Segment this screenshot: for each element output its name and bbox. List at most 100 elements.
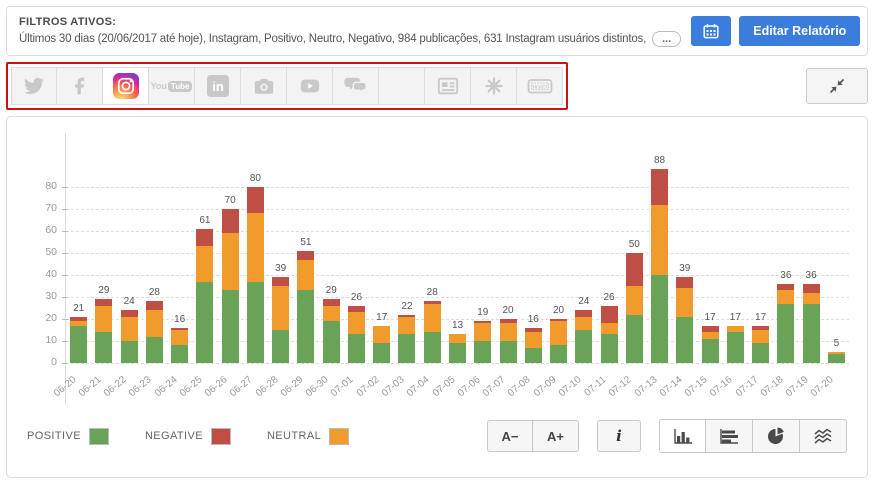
source-photos[interactable] xyxy=(241,67,287,105)
bar-segment-negative-07-10[interactable] xyxy=(575,310,593,317)
bar-segment-positive-06-25[interactable] xyxy=(196,281,214,363)
bar-segment-negative-07-07[interactable] xyxy=(499,319,517,324)
bar-segment-negative-06-24[interactable] xyxy=(171,327,189,330)
source-facebook[interactable] xyxy=(57,67,103,105)
bar-segment-negative-06-27[interactable] xyxy=(246,187,264,214)
bar-segment-neutral-06-25[interactable] xyxy=(196,246,214,282)
bar-segment-neutral-07-17[interactable] xyxy=(752,330,770,344)
bar-segment-positive-07-15[interactable] xyxy=(701,338,719,363)
bar-segment-neutral-06-26[interactable] xyxy=(221,233,239,291)
source-tickets[interactable]: TICKET xyxy=(517,67,563,105)
bar-segment-negative-07-15[interactable] xyxy=(701,325,719,333)
chart-type-bar-button[interactable] xyxy=(706,419,753,453)
bar-segment-neutral-07-15[interactable] xyxy=(701,332,719,339)
bar-segment-negative-07-01[interactable] xyxy=(347,305,365,313)
bar-segment-positive-06-22[interactable] xyxy=(120,341,138,363)
bar-segment-negative-06-21[interactable] xyxy=(95,299,113,306)
source-quotes[interactable]: “ xyxy=(379,67,425,105)
bar-segment-neutral-07-05[interactable] xyxy=(449,334,466,344)
bar-segment-positive-07-06[interactable] xyxy=(474,341,492,363)
source-comments[interactable] xyxy=(333,67,379,105)
bar-segment-negative-07-12[interactable] xyxy=(625,253,643,286)
legend-item-negative[interactable]: NEGATIVE xyxy=(145,427,231,445)
bar-segment-negative-06-28[interactable] xyxy=(272,277,290,286)
bar-segment-neutral-07-03[interactable] xyxy=(398,316,416,335)
source-instagram[interactable] xyxy=(103,67,149,105)
bar-segment-positive-06-21[interactable] xyxy=(95,332,113,363)
bar-segment-neutral-07-09[interactable] xyxy=(550,321,568,346)
bar-segment-neutral-07-13[interactable] xyxy=(651,204,669,275)
font-increase-button[interactable]: A+ xyxy=(533,420,579,452)
bar-segment-neutral-06-20[interactable] xyxy=(70,321,88,326)
bar-segment-negative-07-08[interactable] xyxy=(524,327,542,333)
calendar-button[interactable] xyxy=(691,16,732,46)
bar-segment-negative-06-30[interactable] xyxy=(322,299,340,306)
bar-segment-negative-07-19[interactable] xyxy=(802,283,820,293)
collapse-button[interactable] xyxy=(806,68,868,104)
legend-item-positive[interactable]: POSITIVE xyxy=(27,427,109,445)
bar-segment-negative-07-06[interactable] xyxy=(474,321,492,324)
bar-segment-neutral-07-01[interactable] xyxy=(347,312,365,335)
bar-segment-neutral-07-18[interactable] xyxy=(777,290,795,304)
bar-segment-positive-07-13[interactable] xyxy=(651,275,669,363)
source-news[interactable] xyxy=(425,67,471,105)
source-linkedin[interactable]: in xyxy=(195,67,241,105)
bar-segment-positive-06-23[interactable] xyxy=(145,336,163,363)
source-twitter[interactable] xyxy=(11,67,57,105)
bar-segment-positive-07-18[interactable] xyxy=(777,303,795,363)
bar-segment-neutral-07-12[interactable] xyxy=(625,286,643,315)
bar-segment-positive-07-09[interactable] xyxy=(550,345,568,363)
chart-type-column-button[interactable] xyxy=(659,419,706,453)
bar-segment-positive-07-01[interactable] xyxy=(347,334,365,363)
bar-segment-neutral-07-14[interactable] xyxy=(676,288,694,317)
bar-segment-positive-07-08[interactable] xyxy=(524,347,542,363)
bar-segment-negative-07-04[interactable] xyxy=(423,301,441,304)
bar-segment-positive-07-04[interactable] xyxy=(423,332,441,363)
bar-segment-neutral-07-04[interactable] xyxy=(423,303,441,333)
source-mentions[interactable] xyxy=(471,67,517,105)
bar-segment-neutral-07-11[interactable] xyxy=(600,323,618,335)
bar-segment-neutral-07-16[interactable] xyxy=(726,325,744,333)
edit-report-button[interactable]: Editar Relatório xyxy=(739,16,861,46)
bar-segment-positive-06-20[interactable] xyxy=(70,325,88,363)
bar-segment-neutral-06-29[interactable] xyxy=(297,259,315,291)
bar-segment-positive-07-07[interactable] xyxy=(499,341,517,363)
bar-segment-neutral-07-10[interactable] xyxy=(575,316,593,330)
bar-segment-positive-07-11[interactable] xyxy=(600,334,618,363)
bar-segment-positive-07-02[interactable] xyxy=(373,343,391,363)
bar-segment-negative-07-14[interactable] xyxy=(676,277,694,289)
bar-segment-negative-07-09[interactable] xyxy=(550,319,568,322)
bar-segment-neutral-07-08[interactable] xyxy=(524,332,542,348)
source-videos[interactable] xyxy=(287,67,333,105)
bar-segment-positive-07-03[interactable] xyxy=(398,334,416,363)
bar-segment-neutral-07-20[interactable] xyxy=(827,352,845,355)
font-decrease-button[interactable]: A− xyxy=(487,420,533,452)
bar-segment-neutral-06-28[interactable] xyxy=(272,286,290,330)
bar-segment-positive-07-10[interactable] xyxy=(575,330,593,363)
bar-segment-negative-07-13[interactable] xyxy=(651,169,669,205)
bar-segment-neutral-07-06[interactable] xyxy=(474,323,492,341)
bar-segment-negative-07-18[interactable] xyxy=(777,283,795,291)
bar-segment-positive-06-29[interactable] xyxy=(297,290,315,363)
bar-segment-positive-06-24[interactable] xyxy=(171,345,189,363)
bar-segment-negative-06-29[interactable] xyxy=(297,250,315,260)
bar-segment-positive-07-14[interactable] xyxy=(676,316,694,363)
bar-segment-neutral-06-22[interactable] xyxy=(120,316,138,341)
bar-segment-positive-06-30[interactable] xyxy=(322,321,340,363)
bar-segment-neutral-07-19[interactable] xyxy=(802,292,820,304)
bar-segment-positive-06-26[interactable] xyxy=(221,290,239,363)
bar-segment-negative-06-20[interactable] xyxy=(70,316,88,322)
bar-segment-negative-06-22[interactable] xyxy=(120,310,138,317)
bar-segment-negative-07-11[interactable] xyxy=(600,305,618,324)
bar-segment-neutral-07-07[interactable] xyxy=(499,323,517,341)
bar-segment-positive-07-19[interactable] xyxy=(802,303,820,363)
source-youtube[interactable]: You Tube xyxy=(149,67,195,105)
info-button[interactable]: i xyxy=(597,420,641,452)
bar-segment-positive-07-17[interactable] xyxy=(752,343,770,363)
bar-segment-negative-06-26[interactable] xyxy=(221,209,239,234)
legend-item-neutral[interactable]: NEUTRAL xyxy=(267,427,350,445)
bar-segment-positive-07-12[interactable] xyxy=(625,314,643,363)
bar-segment-positive-06-28[interactable] xyxy=(272,330,290,363)
bar-segment-positive-07-05[interactable] xyxy=(449,343,466,363)
bar-segment-negative-06-23[interactable] xyxy=(145,301,163,311)
